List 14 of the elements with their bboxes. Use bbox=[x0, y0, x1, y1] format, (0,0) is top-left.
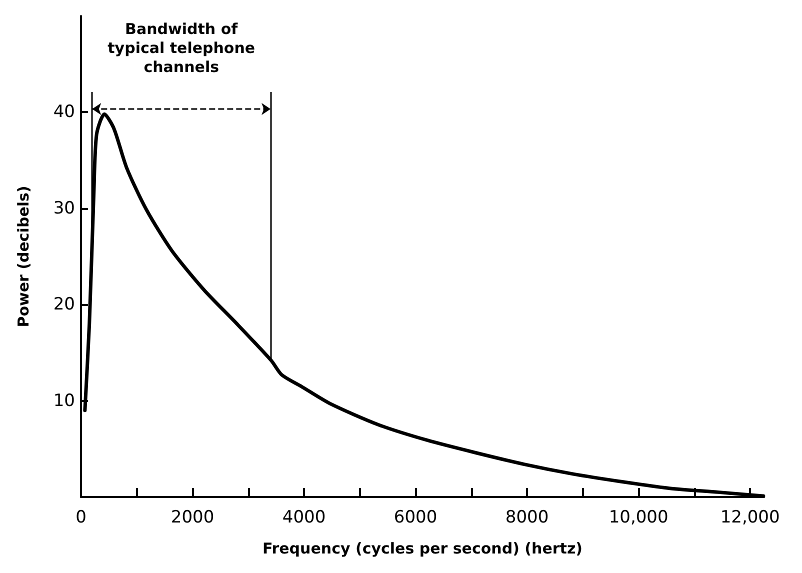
x-axis-title: Frequency (cycles per second) (hertz) bbox=[262, 540, 583, 558]
y-axis-title: Power (decibels) bbox=[14, 186, 32, 328]
x-tick-label: 10,000 bbox=[608, 508, 668, 528]
y-tick-label: 20 bbox=[53, 294, 75, 315]
y-tick-label: 30 bbox=[53, 198, 75, 218]
annotation: Bandwidth of typical telephone channels bbox=[108, 20, 256, 76]
x-tick-label: 2000 bbox=[170, 508, 214, 528]
x-tick-label: 12,000 bbox=[720, 508, 780, 528]
x-tick-label: 8000 bbox=[505, 508, 549, 528]
x-tick-label: 0 bbox=[76, 508, 86, 528]
x-tick-label: 4000 bbox=[282, 508, 326, 528]
x-tick-label: 6000 bbox=[394, 508, 438, 528]
y-tick-label: 10 bbox=[53, 390, 75, 411]
y-tick-label: 40 bbox=[53, 102, 75, 122]
